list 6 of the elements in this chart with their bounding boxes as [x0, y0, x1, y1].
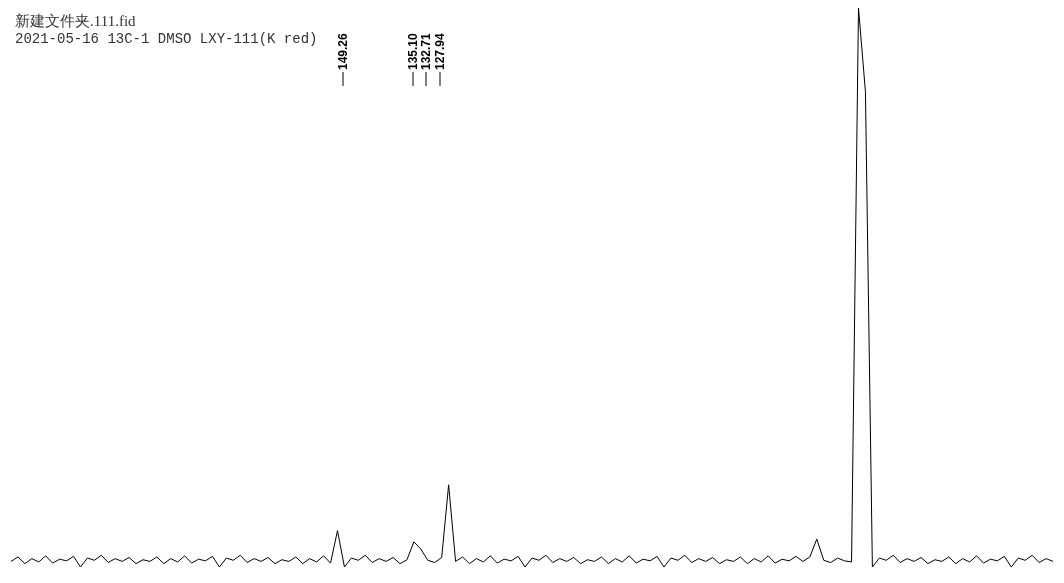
- annotation: 127.94: [433, 32, 447, 70]
- annotation: 132.71: [419, 32, 433, 70]
- text: 2021-05-16 13C-1 DMSO LXY-111(K red): [15, 31, 318, 47]
- chart-title: 新建文件夹.111.fid: [15, 12, 137, 29]
- annotation: 149.26: [336, 32, 350, 70]
- annotation: 135.10: [406, 32, 420, 70]
